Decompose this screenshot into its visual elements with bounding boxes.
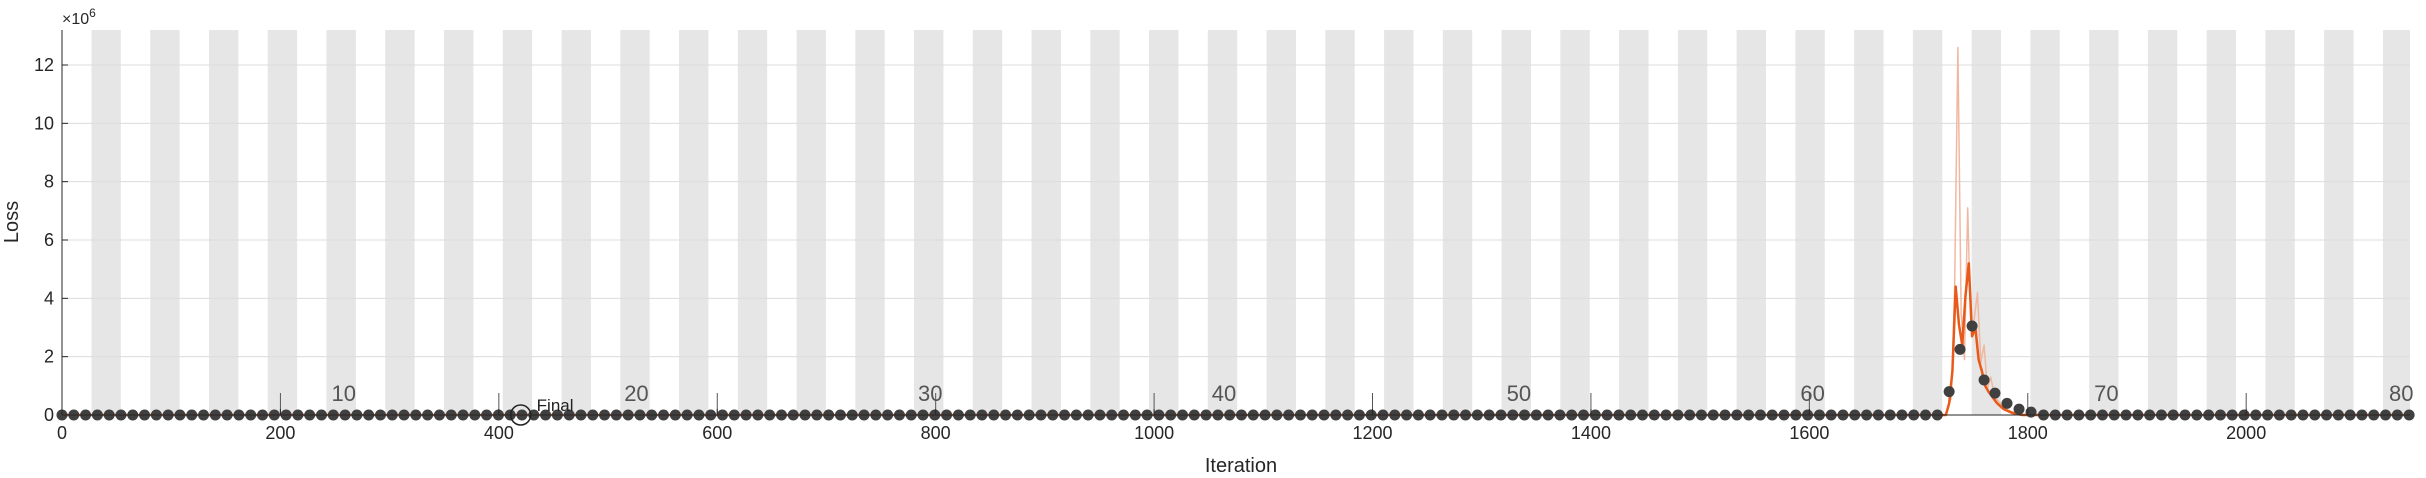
epoch-band bbox=[2089, 30, 2119, 415]
x-tick-label: 600 bbox=[702, 423, 732, 443]
x-tick-label: 1000 bbox=[1134, 423, 1174, 443]
epoch-marker bbox=[2025, 406, 2037, 418]
epoch-band bbox=[1795, 30, 1825, 415]
epoch-band bbox=[1501, 30, 1531, 415]
epoch-label: 10 bbox=[332, 381, 356, 406]
epoch-label: 80 bbox=[2389, 381, 2413, 406]
axes bbox=[61, 30, 2410, 416]
epoch-marker bbox=[1978, 374, 1990, 386]
epoch-label: 30 bbox=[918, 381, 942, 406]
y-tick-label: 10 bbox=[34, 113, 54, 133]
epoch-band bbox=[2265, 30, 2295, 415]
epoch-band bbox=[1736, 30, 1766, 415]
epoch-band bbox=[2147, 30, 2178, 415]
epoch-label: 40 bbox=[1212, 381, 1236, 406]
x-axis-ticks: 0 200 400 600 800 1000 1200 1400 1600 1800 2000 bbox=[57, 409, 2266, 443]
y-tick-label: 0 bbox=[44, 405, 54, 425]
x-tick-label: 1400 bbox=[1571, 423, 1611, 443]
y-tick-label: 12 bbox=[34, 55, 54, 75]
epoch-band bbox=[444, 30, 474, 415]
epoch-band bbox=[914, 30, 944, 415]
final-marker-label: Final bbox=[537, 396, 574, 415]
epoch-band bbox=[1619, 30, 1649, 415]
epoch-band bbox=[1207, 30, 1238, 415]
epoch-marker bbox=[1989, 387, 2001, 399]
epoch-band bbox=[1266, 30, 1296, 415]
y-tick-label: 8 bbox=[44, 172, 54, 192]
epoch-band bbox=[1971, 30, 2002, 415]
x-axis-label: Iteration bbox=[1205, 455, 1277, 477]
epoch-band bbox=[972, 30, 1003, 415]
epoch-band bbox=[679, 30, 709, 415]
epoch-band bbox=[561, 30, 591, 415]
epoch-marker bbox=[1966, 320, 1978, 332]
epoch-band bbox=[502, 30, 533, 415]
epoch-band bbox=[1149, 30, 1179, 415]
x-tick-label: 400 bbox=[484, 423, 514, 443]
x-tick-label: 2000 bbox=[2226, 423, 2266, 443]
epoch-band bbox=[267, 30, 298, 415]
epoch-band bbox=[620, 30, 650, 415]
epoch-label: 60 bbox=[1800, 381, 1824, 406]
epoch-band bbox=[1560, 30, 1590, 415]
epoch-band bbox=[1031, 30, 1061, 415]
epoch-band bbox=[796, 30, 826, 415]
epoch-band bbox=[1442, 30, 1473, 415]
grid-lines bbox=[62, 64, 2410, 416]
x-tick-label: 1600 bbox=[1789, 423, 1829, 443]
x-tick-label: 1200 bbox=[1352, 423, 1392, 443]
x-tick-label: 0 bbox=[57, 423, 67, 443]
epoch-marker bbox=[2013, 403, 2025, 415]
epoch-label: 20 bbox=[624, 381, 648, 406]
epoch-band bbox=[385, 30, 415, 415]
epoch-band bbox=[855, 30, 885, 415]
epoch-band bbox=[737, 30, 768, 415]
epoch-band bbox=[1325, 30, 1355, 415]
y-axis-ticks: 0 2 4 6 8 10 12 bbox=[34, 55, 68, 425]
epoch-band bbox=[1854, 30, 1884, 415]
epoch-band bbox=[2324, 30, 2354, 415]
x-tick-label: 1800 bbox=[2008, 423, 2048, 443]
y-tick-label: 6 bbox=[44, 230, 54, 250]
epoch-band bbox=[1090, 30, 1120, 415]
epoch-band bbox=[326, 30, 356, 415]
epoch-band bbox=[1912, 30, 1943, 415]
epoch-labels: 10 20 30 40 50 60 70 80 bbox=[332, 381, 2414, 406]
y-exponent-label: ×106 bbox=[62, 6, 96, 28]
epoch-band bbox=[1677, 30, 1708, 415]
epoch-band bbox=[208, 30, 239, 415]
epoch-bands bbox=[91, 30, 2410, 415]
x-tick-label: 800 bbox=[921, 423, 951, 443]
y-tick-label: 2 bbox=[44, 347, 54, 367]
epoch-band bbox=[150, 30, 180, 415]
y-tick-label: 4 bbox=[44, 288, 54, 308]
epoch-band bbox=[2030, 30, 2060, 415]
epoch-marker bbox=[1954, 343, 1966, 355]
epoch-marker bbox=[2001, 397, 2013, 409]
x-tick-label: 200 bbox=[265, 423, 295, 443]
y-axis-label: Loss bbox=[1, 201, 23, 243]
epoch-band bbox=[91, 30, 121, 415]
epoch-marker bbox=[1943, 386, 1955, 398]
epoch-band bbox=[2206, 30, 2237, 415]
y-exponent-power: 6 bbox=[89, 6, 96, 20]
epoch-label: 50 bbox=[1507, 381, 1531, 406]
epoch-band bbox=[2382, 30, 2410, 415]
epoch-band bbox=[1384, 30, 1414, 415]
epoch-label: 70 bbox=[2094, 381, 2118, 406]
